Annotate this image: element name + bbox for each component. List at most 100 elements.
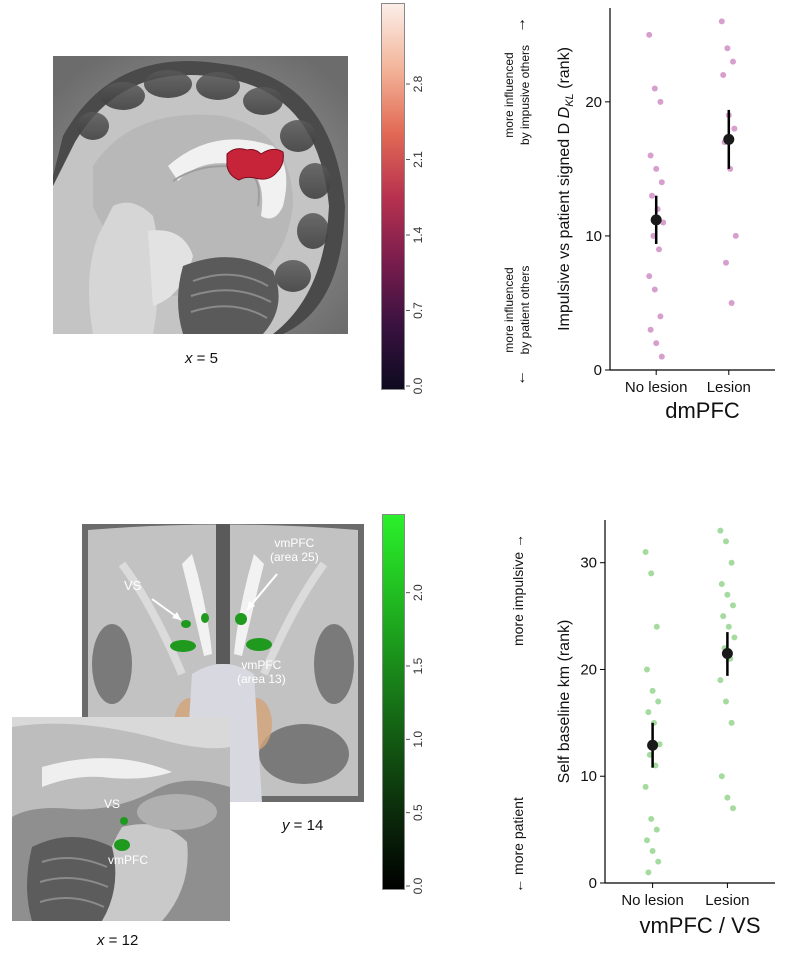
side-top-annotation: more impulsive →	[510, 534, 526, 646]
data-point	[718, 581, 725, 588]
data-point	[725, 623, 732, 630]
y-tick-label: 10	[585, 228, 602, 245]
y-tick-label: 0	[594, 362, 602, 379]
data-point	[730, 805, 736, 812]
data-point	[658, 353, 665, 360]
data-point	[653, 623, 660, 630]
side-bottom-arrow: ←	[512, 370, 529, 386]
data-point	[718, 773, 725, 780]
top-scatter-chart: 0 10 20 No lesion Lesion dmPFC Impulsive vs pa…	[502, 8, 775, 423]
x-tick-label: No lesion	[621, 892, 684, 909]
data-point	[655, 698, 662, 705]
data-point	[656, 246, 662, 253]
colorbar-tick-label: 1.4	[411, 226, 425, 243]
vs-activation-region-2	[201, 613, 209, 623]
data-point	[653, 826, 660, 833]
data-point	[657, 98, 664, 105]
data-point	[730, 602, 736, 609]
coronal-annotations	[151, 573, 278, 621]
colorbar-tick-label: 0.7	[411, 302, 425, 319]
bottom-scatter-chart: 0 10 20 30 No lesion Lesion vmPFC / VS Self bas…	[510, 520, 775, 938]
data-point	[660, 219, 667, 226]
top-sagittal-brain-image	[53, 56, 348, 334]
data-point	[728, 719, 735, 726]
data-point	[648, 815, 655, 822]
data-point	[651, 286, 658, 293]
sagittal-inset-caption: x = 12	[97, 932, 139, 949]
data-point	[728, 559, 735, 566]
data-point	[642, 549, 649, 556]
data-point	[732, 232, 739, 239]
data-point	[658, 179, 665, 186]
data-point	[717, 677, 724, 684]
side-top-arrow: →	[512, 17, 529, 33]
data-point	[650, 232, 657, 239]
mean-point	[650, 214, 662, 226]
sagittal-inset-brain-image: VS vmPFC	[12, 717, 230, 921]
data-point	[731, 125, 738, 132]
data-point	[653, 340, 660, 347]
data-point	[653, 165, 660, 172]
colorbar-tick-label: 2.8	[411, 75, 425, 92]
data-point	[648, 570, 655, 577]
sag-vmpfc-activation-region	[114, 839, 130, 851]
y-axis-title: Self baseline km (rank)	[556, 620, 573, 784]
data-point	[646, 751, 653, 758]
side-top-line2: by impusive others	[518, 45, 532, 145]
colorbar-tick-label: 1.5	[411, 657, 425, 674]
x-tick-label: Lesion	[705, 892, 749, 909]
data-point	[657, 313, 664, 320]
data-point	[652, 762, 659, 769]
colorbar-tick-label: 2.0	[411, 584, 425, 601]
bottom-colorbar	[382, 514, 405, 890]
data-point	[731, 634, 738, 641]
x-axis-title: vmPFC / VS	[639, 913, 760, 938]
vs-activation-region	[181, 620, 191, 628]
data-point	[647, 326, 654, 333]
side-top-line1: more influenced	[502, 52, 516, 137]
y-tick-label: 10	[580, 768, 597, 785]
data-point	[646, 31, 653, 38]
top-colorbar	[381, 3, 405, 390]
mean-point	[647, 739, 659, 751]
data-point	[724, 794, 731, 801]
data-point	[724, 591, 731, 598]
data-point	[651, 85, 658, 92]
side-bottom-line1: more influenced	[502, 267, 516, 352]
bottom-colorbar-ticks: 0.0 0.5 1.0 1.5 2.0	[406, 584, 425, 894]
data-point	[723, 698, 729, 705]
data-point	[723, 538, 729, 545]
data-point	[656, 741, 663, 748]
data-point	[646, 273, 653, 280]
colorbar-tick-label: 1.0	[411, 731, 425, 748]
side-bottom-annotation: ← more patient	[510, 797, 526, 893]
vs-label: VS	[124, 578, 142, 593]
vmpfc-area25-label: vmPFC (area 25)	[270, 536, 319, 564]
y-tick-label: 20	[585, 94, 602, 111]
y-tick-label: 0	[589, 875, 597, 892]
x-axis-title: dmPFC	[665, 398, 740, 423]
data-point	[720, 72, 727, 79]
coronal-caption: y = 14	[282, 817, 324, 834]
y-axis-title: Impulsive vs patient signed D DKL (rank)	[556, 47, 576, 331]
vmpfc-area13-activation-right	[246, 638, 272, 651]
dmpfc-activation-region	[225, 146, 285, 182]
sag-vmpfc-label: vmPFC	[108, 853, 148, 867]
data-point	[644, 837, 650, 844]
vmpfc-area13-activation-left	[170, 640, 196, 652]
data-point	[649, 192, 655, 199]
data-point	[724, 45, 731, 52]
data-point	[717, 527, 724, 534]
data-point	[645, 869, 652, 876]
data-point	[649, 687, 656, 694]
data-point	[649, 847, 656, 854]
data-point	[720, 613, 727, 620]
top-colorbar-ticks: 0.0 0.7 1.4 2.1 2.8	[406, 75, 425, 394]
mean-point	[721, 647, 733, 659]
vmpfc-area13-label: vmPFC (area 13)	[237, 658, 286, 686]
data-point	[723, 259, 729, 266]
data-point	[655, 858, 662, 865]
data-point	[718, 18, 725, 25]
data-point	[645, 709, 652, 716]
data-point	[730, 58, 736, 65]
